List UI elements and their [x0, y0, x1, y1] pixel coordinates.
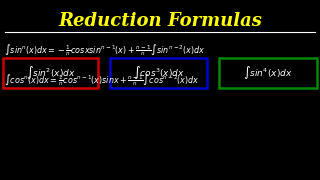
Text: $\int cos^3(x)dx$: $\int cos^3(x)dx$ — [132, 65, 184, 81]
Text: Reduction Formulas: Reduction Formulas — [58, 12, 262, 30]
Bar — [3, 58, 98, 88]
Text: $\int sin^n(x)dx = -\frac{1}{n}cosxsin^{n-1}(x) + \frac{n-1}{n}\int sin^{n-2}(x): $\int sin^n(x)dx = -\frac{1}{n}cosxsin^{… — [4, 42, 205, 58]
Text: $\int sin^2(x)dx$: $\int sin^2(x)dx$ — [26, 65, 75, 81]
Bar — [110, 58, 207, 88]
Text: $\int sin^4(x)dx$: $\int sin^4(x)dx$ — [243, 65, 293, 81]
Text: $\int cos^n(x)dx = \frac{1}{n}cos^{n-1}(x)sinx + \frac{n-1}{n}\int cos^{n-2}(x)d: $\int cos^n(x)dx = \frac{1}{n}cos^{n-1}(… — [4, 72, 200, 87]
Bar — [219, 58, 317, 88]
